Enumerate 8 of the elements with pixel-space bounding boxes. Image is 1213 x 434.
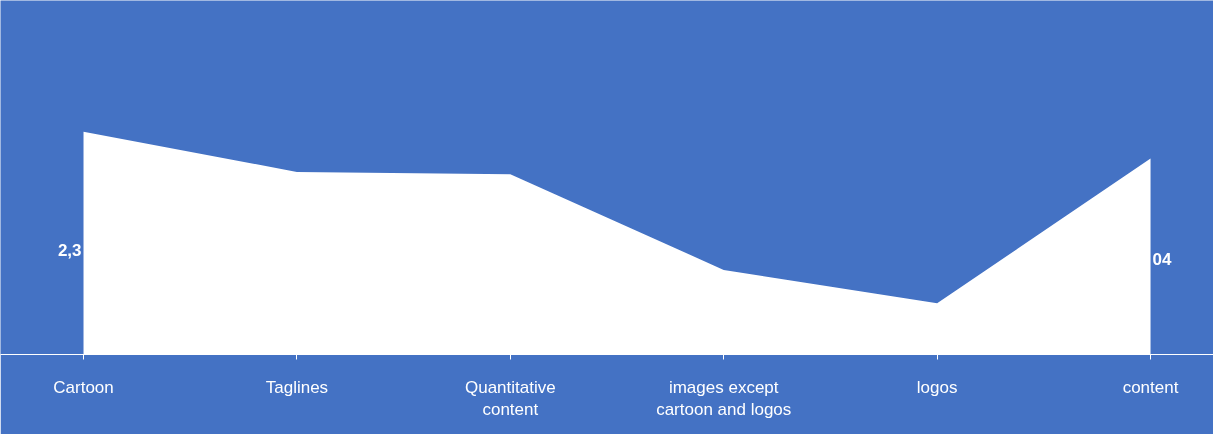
x-tick-label: Quantitative content: [464, 377, 556, 420]
x-tick-label: images except cartoon and logos: [656, 377, 792, 420]
x-tick-label: content: [1122, 377, 1179, 397]
x-tick-label: logos: [916, 377, 958, 397]
annotation: 04: [1152, 249, 1172, 269]
x-tick-label: Cartoon: [53, 377, 114, 397]
x-tick-label: Taglines: [265, 377, 329, 397]
annotation: 2,3: [57, 240, 82, 260]
